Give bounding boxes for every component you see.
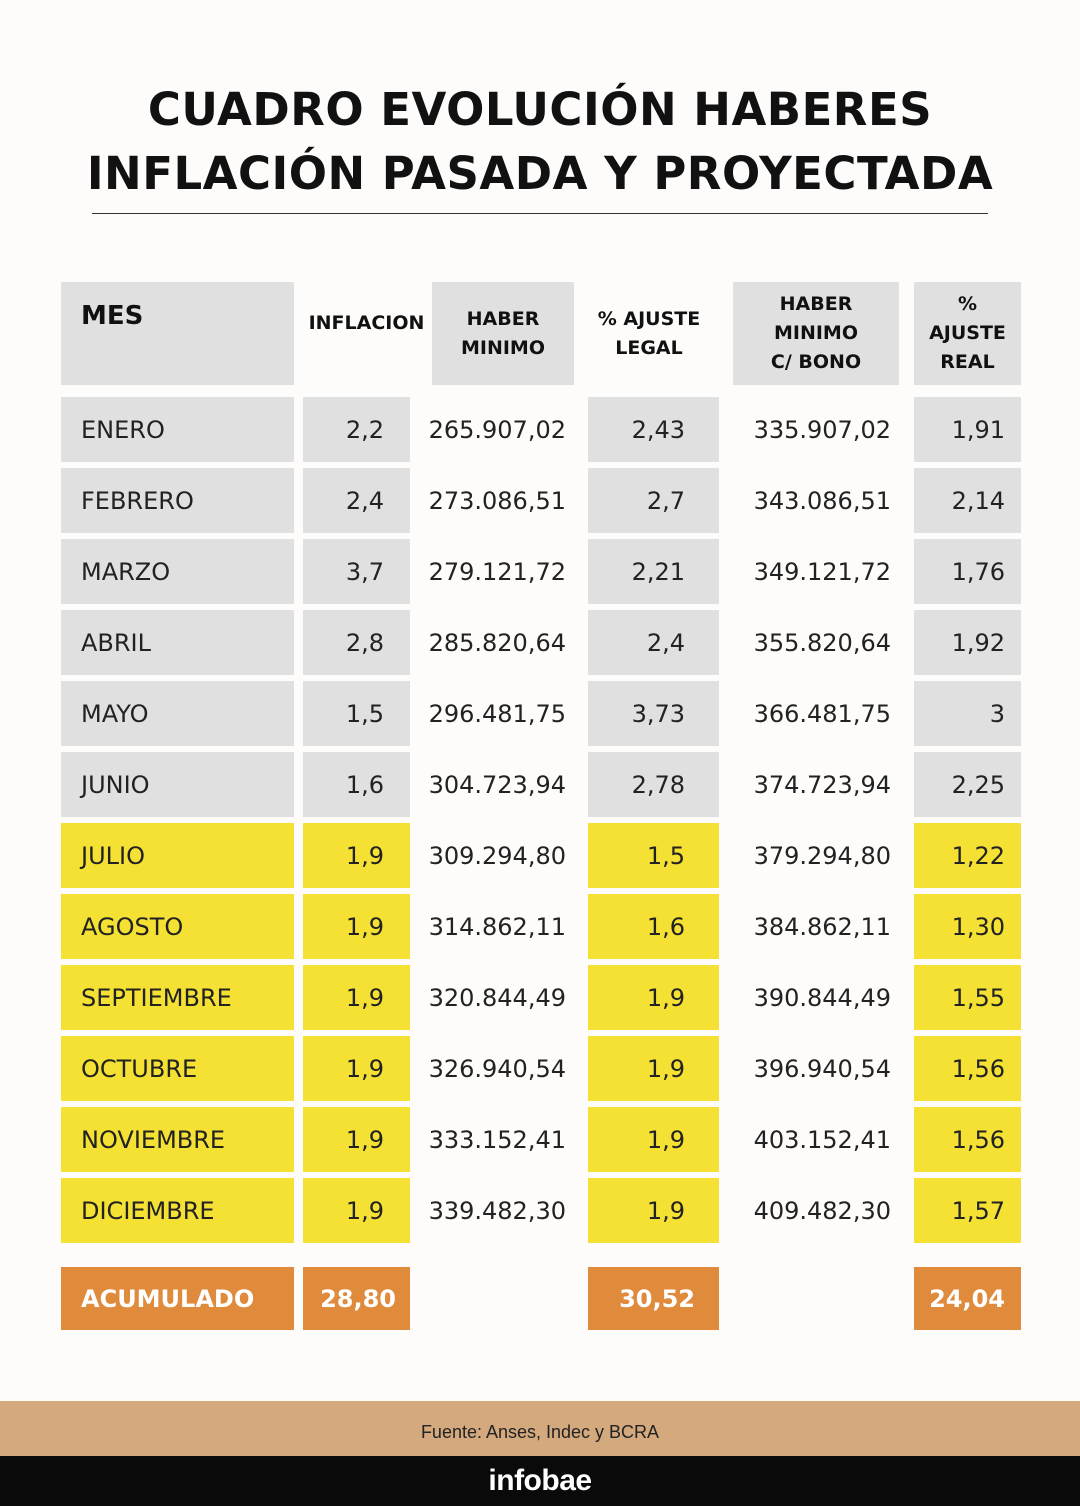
cell-inflacion: 1,9 (303, 1107, 410, 1172)
cell-haber-minimo: 314.862,11 (428, 912, 566, 941)
header-ajuste-legal: % AJUSTE LEGAL (597, 307, 701, 359)
cell-ajuste-real: 1,56 (914, 1036, 1021, 1101)
cell-haber-bono: 349.121,72 (753, 557, 891, 586)
cell-ajuste-real: 2,14 (914, 468, 1021, 533)
cell-ajuste-real: 1,76 (914, 539, 1021, 604)
cell-ajuste-legal: 3,73 (588, 681, 719, 746)
cell-haber-minimo: 309.294,80 (428, 841, 566, 870)
cell-mes: MAYO (61, 681, 294, 746)
cell-mes: JUNIO (61, 752, 294, 817)
cell-ajuste-legal: 2,78 (588, 752, 719, 817)
cell-haber-bono: 390.844,49 (753, 983, 891, 1012)
cell-inflacion: 1,5 (303, 681, 410, 746)
total-ajuste-real: 24,04 (914, 1267, 1021, 1330)
cell-ajuste-real: 1,91 (914, 397, 1021, 462)
cell-haber-bono: 366.481,75 (753, 699, 891, 728)
cell-haber-bono: 409.482,30 (753, 1196, 891, 1225)
cell-ajuste-real: 1,30 (914, 894, 1021, 959)
page-title: CUADRO EVOLUCIÓN HABERES INFLACIÓN PASAD… (0, 78, 1080, 206)
header-inflacion: INFLACION (308, 311, 425, 334)
cell-ajuste-legal: 1,9 (588, 1178, 719, 1243)
cell-inflacion: 2,4 (303, 468, 410, 533)
cell-ajuste-real: 1,22 (914, 823, 1021, 888)
cell-ajuste-legal: 1,9 (588, 1107, 719, 1172)
cell-haber-bono: 384.862,11 (753, 912, 891, 941)
cell-ajuste-legal: 2,43 (588, 397, 719, 462)
cell-mes: JULIO (61, 823, 294, 888)
brand-logo: infobae (0, 1456, 1080, 1506)
cell-inflacion: 1,9 (303, 823, 410, 888)
header-mes: MES (61, 282, 294, 385)
header-haber-bono: HABER MINIMO C/ BONO (733, 282, 899, 385)
title-line-2: INFLACIÓN PASADA Y PROYECTADA (86, 147, 994, 200)
header-ajuste-real: % AJUSTE REAL (914, 282, 1021, 385)
cell-ajuste-real: 1,92 (914, 610, 1021, 675)
cell-inflacion: 2,8 (303, 610, 410, 675)
cell-ajuste-legal: 2,4 (588, 610, 719, 675)
cell-ajuste-legal: 2,21 (588, 539, 719, 604)
total-inflacion: 28,80 (303, 1267, 410, 1330)
cell-haber-minimo: 279.121,72 (428, 557, 566, 586)
cell-inflacion: 2,2 (303, 397, 410, 462)
cell-haber-minimo: 320.844,49 (428, 983, 566, 1012)
cell-haber-minimo: 339.482,30 (428, 1196, 566, 1225)
cell-mes: SEPTIEMBRE (61, 965, 294, 1030)
cell-ajuste-legal: 1,9 (588, 965, 719, 1030)
cell-ajuste-legal: 1,5 (588, 823, 719, 888)
cell-haber-minimo: 265.907,02 (428, 415, 566, 444)
cell-ajuste-real: 3 (914, 681, 1021, 746)
cell-haber-minimo: 333.152,41 (428, 1125, 566, 1154)
cell-inflacion: 1,6 (303, 752, 410, 817)
cell-ajuste-real: 1,56 (914, 1107, 1021, 1172)
cell-mes: ENERO (61, 397, 294, 462)
cell-haber-bono: 343.086,51 (753, 486, 891, 515)
cell-ajuste-real: 1,57 (914, 1178, 1021, 1243)
cell-haber-minimo: 273.086,51 (428, 486, 566, 515)
cell-haber-bono: 355.820,64 (753, 628, 891, 657)
title-line-1: CUADRO EVOLUCIÓN HABERES (147, 83, 933, 136)
cell-haber-bono: 379.294,80 (753, 841, 891, 870)
cell-mes: FEBRERO (61, 468, 294, 533)
cell-haber-minimo: 304.723,94 (428, 770, 566, 799)
cell-inflacion: 1,9 (303, 965, 410, 1030)
cell-haber-minimo: 285.820,64 (428, 628, 566, 657)
cell-inflacion: 3,7 (303, 539, 410, 604)
total-ajuste-legal: 30,52 (588, 1267, 719, 1330)
cell-haber-bono: 396.940,54 (753, 1054, 891, 1083)
title-divider (92, 213, 988, 214)
cell-ajuste-legal: 1,6 (588, 894, 719, 959)
cell-haber-minimo: 296.481,75 (428, 699, 566, 728)
cell-ajuste-legal: 2,7 (588, 468, 719, 533)
cell-ajuste-real: 2,25 (914, 752, 1021, 817)
source-note: Fuente: Anses, Indec y BCRA (0, 1401, 1080, 1456)
cell-mes: NOVIEMBRE (61, 1107, 294, 1172)
header-haber-minimo: HABER MINIMO (432, 282, 574, 385)
cell-mes: MARZO (61, 539, 294, 604)
cell-mes: ABRIL (61, 610, 294, 675)
cell-haber-bono: 403.152,41 (753, 1125, 891, 1154)
total-label: ACUMULADO (61, 1267, 294, 1330)
cell-inflacion: 1,9 (303, 1036, 410, 1101)
cell-ajuste-real: 1,55 (914, 965, 1021, 1030)
cell-inflacion: 1,9 (303, 1178, 410, 1243)
cell-mes: OCTUBRE (61, 1036, 294, 1101)
cell-inflacion: 1,9 (303, 894, 410, 959)
cell-haber-minimo: 326.940,54 (428, 1054, 566, 1083)
cell-mes: DICIEMBRE (61, 1178, 294, 1243)
cell-haber-bono: 374.723,94 (753, 770, 891, 799)
cell-haber-bono: 335.907,02 (753, 415, 891, 444)
cell-ajuste-legal: 1,9 (588, 1036, 719, 1101)
cell-mes: AGOSTO (61, 894, 294, 959)
